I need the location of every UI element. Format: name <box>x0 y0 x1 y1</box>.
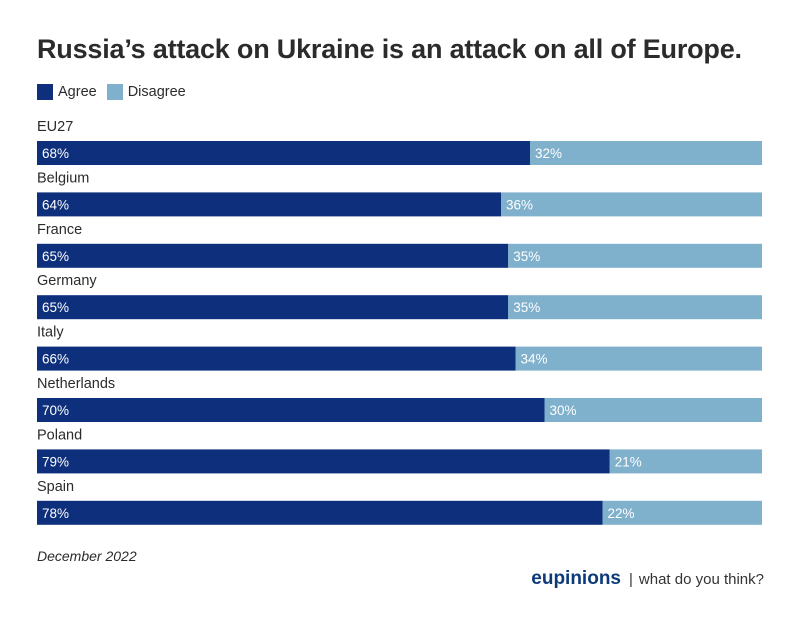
value-label-disagree-belgium: 36% <box>506 197 533 212</box>
value-label-disagree-spain: 22% <box>608 506 635 521</box>
bar-agree-eu27 <box>37 141 530 165</box>
bar-disagree-poland <box>609 449 762 474</box>
chart-title: Russia’s attack on Ukraine is an attack … <box>37 34 742 64</box>
category-label-poland: Poland <box>37 427 82 443</box>
brand-logo-text: eupinions <box>531 568 621 589</box>
category-label-eu27: EU27 <box>37 119 73 135</box>
bar-agree-poland <box>37 449 610 474</box>
value-label-agree-netherlands: 70% <box>42 403 69 418</box>
chart-legend: Agree Disagree <box>37 84 196 100</box>
value-label-agree-germany: 65% <box>42 300 69 315</box>
bar-disagree-france <box>508 243 762 268</box>
value-label-agree-italy: 66% <box>42 352 69 367</box>
bar-agree-germany <box>37 295 509 320</box>
brand-tagline: what do you think? <box>638 571 764 588</box>
category-label-netherlands: Netherlands <box>37 376 115 392</box>
value-label-agree-eu27: 68% <box>42 146 69 161</box>
legend-swatch-disagree <box>106 84 123 100</box>
survey-date: December 2022 <box>37 548 137 564</box>
legend-swatch-agree <box>37 84 53 100</box>
category-label-spain: Spain <box>37 479 74 495</box>
value-label-agree-france: 65% <box>42 249 69 264</box>
value-label-disagree-poland: 21% <box>615 454 642 469</box>
value-label-disagree-germany: 35% <box>513 300 540 315</box>
value-label-disagree-italy: 34% <box>521 352 548 367</box>
brand-separator: | <box>629 571 633 588</box>
value-label-agree-spain: 78% <box>42 506 69 521</box>
category-label-germany: Germany <box>37 273 97 289</box>
category-label-belgium: Belgium <box>37 170 89 186</box>
bar-disagree-eu27 <box>530 141 762 165</box>
bar-disagree-belgium <box>501 192 762 217</box>
bar-disagree-spain <box>602 500 762 525</box>
bar-agree-netherlands <box>37 398 545 422</box>
category-label-italy: Italy <box>37 325 64 341</box>
brand-footer: eupinions | what do you think? <box>531 568 764 590</box>
value-label-disagree-eu27: 32% <box>535 146 562 161</box>
value-label-agree-belgium: 64% <box>42 197 69 212</box>
bar-disagree-germany <box>508 295 762 320</box>
value-label-agree-poland: 79% <box>42 454 69 469</box>
bar-agree-italy <box>37 346 516 371</box>
bar-agree-spain <box>37 500 603 525</box>
bar-disagree-netherlands <box>544 398 762 422</box>
bar-agree-france <box>37 243 509 268</box>
bar-agree-belgium <box>37 192 501 217</box>
category-label-france: France <box>37 222 82 238</box>
value-label-disagree-france: 35% <box>513 249 540 264</box>
legend-label-agree: Agree <box>58 84 97 100</box>
legend-item-disagree: Disagree <box>106 84 186 100</box>
legend-label-disagree: Disagree <box>127 84 186 100</box>
value-label-disagree-netherlands: 30% <box>550 403 577 418</box>
bar-disagree-italy <box>515 346 762 371</box>
legend-item-agree: Agree <box>37 84 97 100</box>
